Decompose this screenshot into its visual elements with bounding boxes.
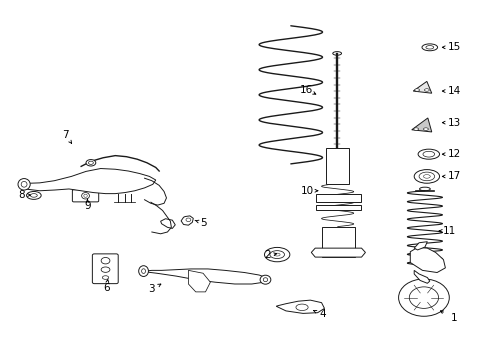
Text: 14: 14 bbox=[447, 86, 460, 96]
Ellipse shape bbox=[414, 89, 419, 91]
Ellipse shape bbox=[101, 267, 110, 273]
Polygon shape bbox=[409, 247, 445, 273]
Ellipse shape bbox=[101, 257, 110, 264]
FancyBboxPatch shape bbox=[92, 254, 118, 284]
Ellipse shape bbox=[86, 159, 96, 166]
Polygon shape bbox=[411, 118, 431, 132]
Ellipse shape bbox=[413, 128, 418, 130]
Text: 3: 3 bbox=[148, 284, 155, 294]
Text: 13: 13 bbox=[447, 118, 460, 128]
Text: 15: 15 bbox=[447, 42, 460, 52]
Ellipse shape bbox=[425, 46, 433, 49]
Ellipse shape bbox=[421, 44, 437, 51]
Ellipse shape bbox=[18, 179, 30, 190]
Polygon shape bbox=[315, 205, 360, 211]
Polygon shape bbox=[321, 226, 354, 257]
Circle shape bbox=[398, 279, 448, 316]
Ellipse shape bbox=[269, 251, 284, 258]
Polygon shape bbox=[326, 148, 348, 184]
Ellipse shape bbox=[81, 193, 89, 199]
Ellipse shape bbox=[423, 175, 429, 178]
Ellipse shape bbox=[142, 269, 145, 273]
Text: 9: 9 bbox=[84, 201, 91, 211]
Ellipse shape bbox=[263, 278, 267, 282]
Ellipse shape bbox=[419, 187, 429, 191]
Text: 4: 4 bbox=[319, 310, 325, 319]
Polygon shape bbox=[20, 168, 156, 194]
Polygon shape bbox=[276, 300, 324, 314]
Ellipse shape bbox=[21, 181, 27, 187]
Ellipse shape bbox=[423, 128, 427, 130]
Polygon shape bbox=[188, 270, 210, 292]
Ellipse shape bbox=[413, 170, 439, 183]
Text: 7: 7 bbox=[62, 130, 69, 140]
Text: 8: 8 bbox=[19, 190, 25, 200]
Ellipse shape bbox=[274, 253, 280, 256]
Text: 1: 1 bbox=[450, 313, 457, 323]
Polygon shape bbox=[181, 216, 193, 225]
Ellipse shape bbox=[88, 161, 93, 165]
Ellipse shape bbox=[417, 149, 439, 159]
Polygon shape bbox=[413, 270, 429, 283]
Circle shape bbox=[408, 287, 438, 309]
Ellipse shape bbox=[102, 276, 108, 279]
Polygon shape bbox=[315, 194, 360, 202]
FancyBboxPatch shape bbox=[72, 190, 99, 202]
Text: 17: 17 bbox=[447, 171, 460, 181]
Text: 16: 16 bbox=[300, 85, 313, 95]
Ellipse shape bbox=[332, 51, 341, 55]
Polygon shape bbox=[311, 248, 365, 257]
Ellipse shape bbox=[185, 218, 190, 222]
Ellipse shape bbox=[260, 275, 270, 284]
Ellipse shape bbox=[83, 194, 87, 197]
Polygon shape bbox=[412, 81, 431, 93]
Text: 11: 11 bbox=[442, 226, 455, 236]
Text: 10: 10 bbox=[300, 186, 313, 196]
Ellipse shape bbox=[26, 192, 41, 199]
Text: 5: 5 bbox=[199, 218, 206, 228]
Ellipse shape bbox=[295, 304, 307, 311]
Text: 2: 2 bbox=[264, 250, 271, 260]
Ellipse shape bbox=[264, 247, 289, 262]
Ellipse shape bbox=[422, 151, 434, 157]
Polygon shape bbox=[160, 219, 175, 228]
Polygon shape bbox=[142, 269, 268, 284]
Polygon shape bbox=[413, 242, 427, 250]
Ellipse shape bbox=[424, 89, 428, 91]
Text: 12: 12 bbox=[447, 149, 460, 159]
Ellipse shape bbox=[30, 194, 37, 197]
Ellipse shape bbox=[139, 266, 148, 276]
Ellipse shape bbox=[418, 172, 434, 181]
Text: 6: 6 bbox=[103, 283, 110, 293]
